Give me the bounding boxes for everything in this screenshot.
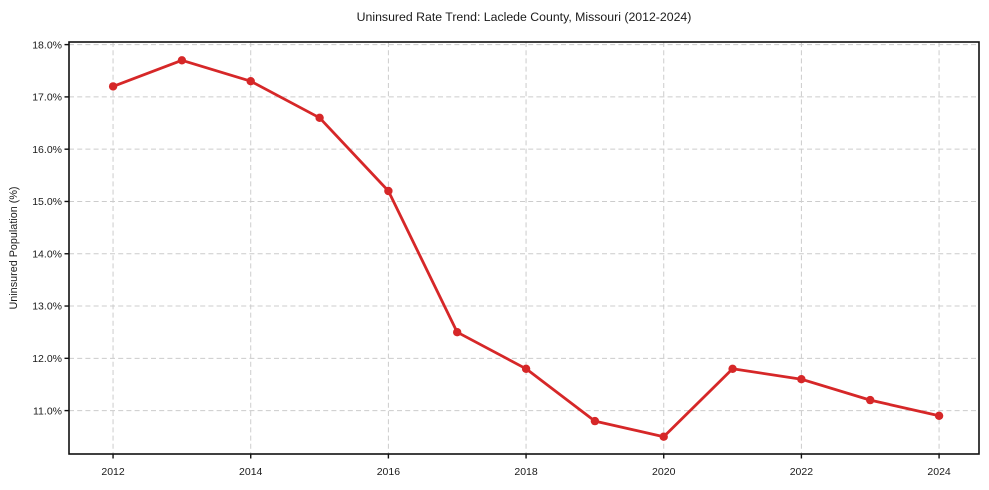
series-layer: [108, 56, 944, 441]
axes-box: [68, 41, 980, 455]
grid-layer: [69, 42, 979, 454]
x-tick-label: 2012: [101, 466, 125, 478]
tick-layer: 2012 2014 2016 2018 2020 2022 2024 11.0% 12.0% 13…: [32, 39, 951, 478]
y-tick-label: 13.0%: [32, 301, 62, 313]
x-tick-label: 2020: [652, 466, 676, 478]
y-tick-label: 17.0%: [32, 92, 62, 104]
y-tick-label: 15.0%: [32, 196, 62, 208]
data-point-2020: [659, 432, 668, 441]
y-tick-label: 18.0%: [32, 39, 62, 51]
chart-title: Uninsured Rate Trend: Laclede County, Mi…: [357, 10, 692, 24]
data-point-2016: [384, 186, 393, 196]
x-tick-label: 2022: [790, 466, 814, 478]
data-point-2014: [246, 77, 255, 86]
data-point-2021: [728, 364, 737, 373]
data-point-2017: [453, 328, 462, 337]
x-tick-label: 2024: [927, 466, 951, 478]
data-point-2012: [108, 82, 118, 91]
data-point-2022: [797, 375, 806, 384]
x-tick-label: 2016: [377, 466, 401, 478]
data-point-2018: [521, 364, 531, 373]
y-axis-label: Uninsured Population (%): [8, 186, 20, 309]
data-point-2013: [177, 56, 187, 65]
y-tick-label: 16.0%: [32, 144, 62, 156]
y-tick-label: 14.0%: [32, 248, 62, 260]
data-point-2023: [866, 395, 875, 405]
x-tick-label: 2018: [514, 466, 538, 478]
y-tick-label: 11.0%: [33, 405, 62, 417]
x-tick-label: 2014: [239, 466, 263, 478]
data-point-2019: [590, 416, 600, 426]
data-point-2015: [315, 113, 324, 123]
data-point-2024: [934, 411, 944, 420]
y-tick-label: 12.0%: [32, 353, 62, 365]
